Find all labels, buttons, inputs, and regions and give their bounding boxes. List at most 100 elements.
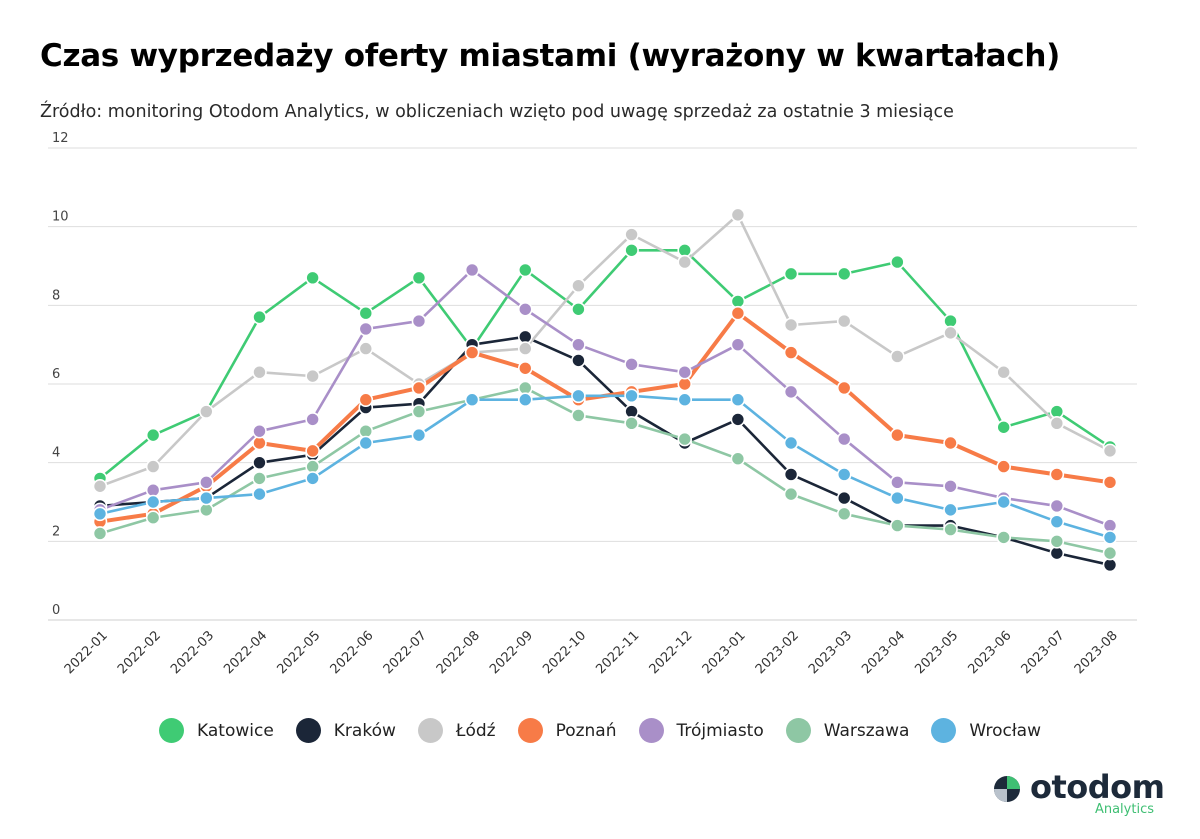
data-point-warszawa <box>996 530 1011 545</box>
data-point-poznan <box>836 380 852 396</box>
data-point-katowice <box>358 305 374 321</box>
data-point-wroclaw <box>464 392 480 408</box>
x-tick-label: 2022-04 <box>221 628 270 677</box>
data-point-wroclaw <box>145 494 161 510</box>
x-tick-label: 2023-06 <box>965 628 1014 677</box>
data-point-lodz <box>305 368 320 384</box>
x-tick-label: 2023-03 <box>806 628 855 677</box>
data-point-warszawa <box>145 510 161 526</box>
data-point-lodz <box>836 313 852 329</box>
data-point-warszawa <box>92 526 108 541</box>
data-point-trojmiasto <box>252 423 267 439</box>
data-point-wroclaw <box>252 486 267 502</box>
series-line-krakow <box>98 335 1112 567</box>
otodom-logo-icon <box>994 776 1020 802</box>
x-tick-label: 2023-04 <box>859 628 908 677</box>
data-point-lodz <box>730 207 746 223</box>
x-axis-ticks: 2022-01 2022-02 2022-03 2022-04 2022-05 2022-… <box>62 628 1121 677</box>
legend-item-warszawa: Warszawa <box>785 718 910 743</box>
data-point-warszawa <box>1049 534 1065 549</box>
data-point-krakow <box>783 467 799 482</box>
legend-item-katowice: Katowice <box>159 718 274 743</box>
data-point-trojmiasto <box>305 412 320 427</box>
grid-lines <box>48 147 1137 621</box>
data-point-trojmiasto <box>836 431 852 447</box>
x-tick-label: 2022-09 <box>487 628 536 677</box>
data-point-trojmiasto <box>624 357 639 372</box>
data-point-lodz <box>145 459 161 474</box>
data-point-lodz <box>1049 416 1065 431</box>
data-point-warszawa <box>783 486 799 502</box>
y-tick-label: 12 <box>52 131 69 146</box>
data-point-wroclaw <box>730 392 746 408</box>
legend-label: Katowice <box>197 720 274 741</box>
y-tick-label: 10 <box>52 210 69 225</box>
legend-label: Wrocław <box>969 720 1041 741</box>
data-point-warszawa <box>1102 545 1118 561</box>
data-point-katowice <box>836 266 852 282</box>
chart-subtitle: Źródło: monitoring Otodom Analytics, w o… <box>40 102 954 122</box>
data-point-lodz <box>677 254 693 270</box>
data-point-trojmiasto <box>571 337 586 352</box>
data-point-poznan <box>783 345 799 360</box>
legend-item-krakow: Kraków <box>295 718 396 743</box>
data-point-warszawa <box>890 518 905 533</box>
data-point-katowice <box>145 427 161 443</box>
legend-label: Warszawa <box>823 720 910 741</box>
data-point-wroclaw <box>517 392 533 408</box>
series-line-poznan <box>98 311 1112 524</box>
data-point-trojmiasto <box>411 313 427 329</box>
series-line-warszawa <box>98 386 1112 555</box>
data-point-lodz <box>517 341 533 356</box>
data-point-wroclaw <box>1102 530 1118 545</box>
x-tick-label: 2022-12 <box>647 628 696 677</box>
data-point-poznan <box>730 305 746 321</box>
legend-item-trojmiasto: Trójmiasto <box>638 718 764 743</box>
y-tick-label: 0 <box>52 603 60 618</box>
data-point-krakow <box>730 412 746 427</box>
data-point-katowice <box>783 266 799 282</box>
data-point-wroclaw <box>890 490 905 506</box>
x-tick-label: 2022-05 <box>274 628 323 677</box>
data-point-warszawa <box>836 506 852 522</box>
data-point-krakow <box>252 455 267 470</box>
data-point-trojmiasto <box>358 321 374 337</box>
data-point-wroclaw <box>783 435 799 451</box>
data-point-trojmiasto <box>943 478 958 494</box>
data-point-wroclaw <box>836 467 852 482</box>
data-point-warszawa <box>677 431 693 447</box>
legend-swatch <box>785 718 811 743</box>
data-point-poznan <box>890 427 905 443</box>
data-point-poznan <box>411 380 427 396</box>
legend-item-lodz: Łódź <box>417 718 496 743</box>
data-point-wroclaw <box>411 427 427 443</box>
data-point-lodz <box>571 278 586 293</box>
data-point-krakow <box>571 353 586 368</box>
data-point-wroclaw <box>571 388 586 404</box>
data-point-warszawa <box>943 522 958 537</box>
data-point-wroclaw <box>305 471 320 486</box>
data-point-trojmiasto <box>783 384 799 400</box>
series-line-trojmiasto <box>98 268 1112 527</box>
data-point-wroclaw <box>624 388 639 404</box>
legend-swatch <box>517 718 543 743</box>
series-lines <box>98 213 1112 567</box>
legend-swatch <box>417 718 443 743</box>
data-point-warszawa <box>252 471 267 486</box>
data-point-lodz <box>358 341 374 356</box>
legend-swatch <box>931 718 957 743</box>
x-tick-label: 2022-06 <box>328 628 377 677</box>
legend-label: Kraków <box>333 720 396 741</box>
data-point-lodz <box>783 317 799 333</box>
data-point-lodz <box>996 364 1011 380</box>
data-point-poznan <box>1102 475 1118 490</box>
legend-swatch <box>159 718 185 743</box>
data-point-poznan <box>517 360 533 376</box>
data-point-warszawa <box>571 408 586 423</box>
data-point-lodz <box>92 478 108 494</box>
data-point-wroclaw <box>996 494 1011 510</box>
legend-item-wroclaw: Wrocław <box>931 718 1041 743</box>
data-point-trojmiasto <box>464 262 480 278</box>
y-axis-ticks: 0 2 4 6 8 10 12 <box>52 131 69 618</box>
